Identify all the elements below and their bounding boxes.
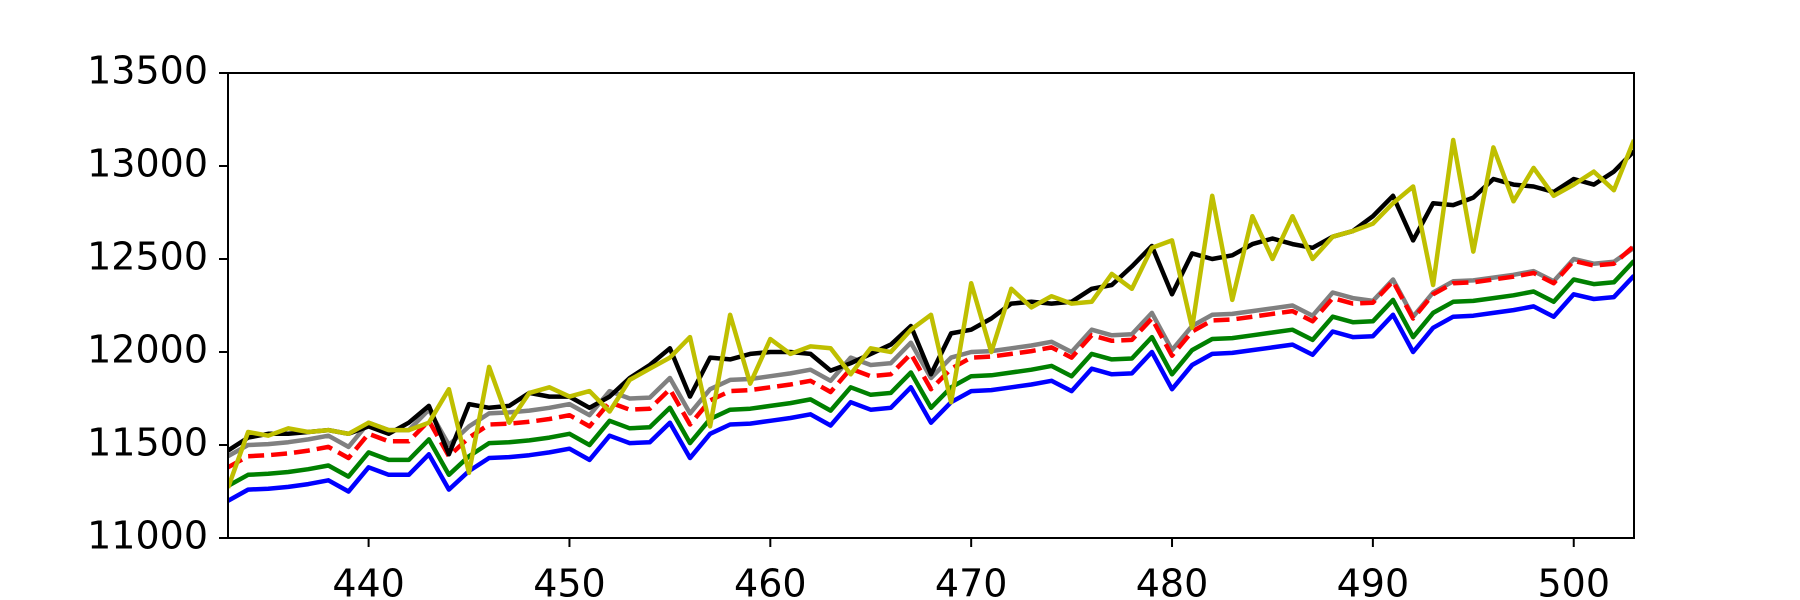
series-line bbox=[228, 137, 1634, 489]
y-tick-label: 12000 bbox=[87, 328, 208, 372]
y-tick-label: 13000 bbox=[87, 142, 208, 186]
x-tick-label: 460 bbox=[734, 562, 807, 600]
x-tick-label: 470 bbox=[935, 562, 1008, 600]
series-line bbox=[228, 149, 1634, 457]
x-tick-label: 500 bbox=[1537, 562, 1610, 600]
y-tick-label: 11000 bbox=[87, 514, 208, 558]
y-tick-label: 11500 bbox=[87, 421, 208, 465]
x-tick-label: 440 bbox=[332, 562, 405, 600]
y-tick-label: 13500 bbox=[87, 49, 208, 93]
x-tick-label: 490 bbox=[1337, 562, 1410, 600]
y-tick-label: 12500 bbox=[87, 235, 208, 279]
x-tick-label: 450 bbox=[533, 562, 606, 600]
x-tick-label: 480 bbox=[1136, 562, 1209, 600]
series-line bbox=[228, 259, 1634, 488]
plot-frame bbox=[227, 72, 1635, 539]
series-line bbox=[228, 274, 1634, 503]
